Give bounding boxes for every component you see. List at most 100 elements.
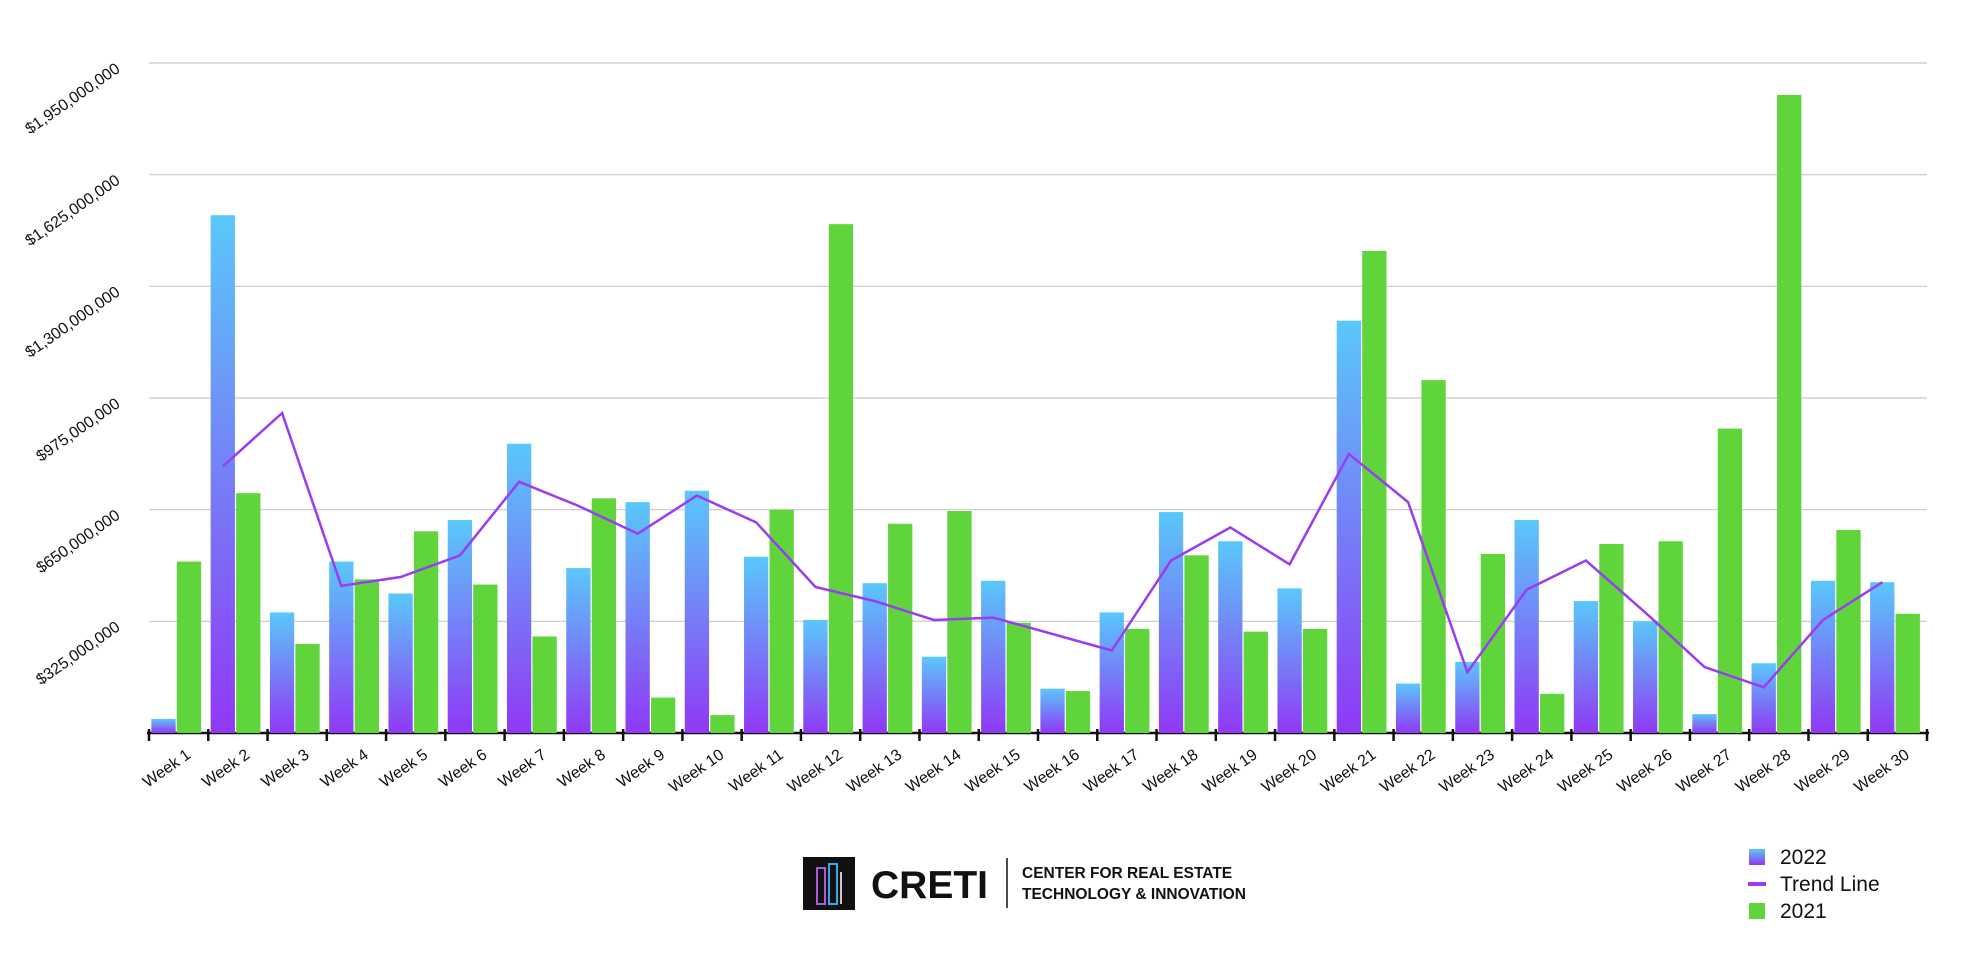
y-tick-label: $650,000,000 xyxy=(33,507,123,577)
bar xyxy=(236,493,261,733)
bar xyxy=(295,644,320,733)
x-tick-label: Week 3 xyxy=(259,746,313,791)
bar xyxy=(1243,631,1268,733)
y-tick-label: $975,000,000 xyxy=(33,395,123,465)
bar xyxy=(1514,519,1539,733)
x-tick-label: Week 6 xyxy=(436,746,490,791)
x-tick-label: Week 25 xyxy=(1555,746,1616,796)
bar xyxy=(769,509,794,733)
x-tick-label: Week 30 xyxy=(1851,746,1912,796)
bar xyxy=(506,443,532,733)
bar xyxy=(1717,428,1743,733)
x-tick-label: Week 22 xyxy=(1377,746,1438,796)
x-tick-label: Week 13 xyxy=(844,746,905,796)
x-tick-label: Week 19 xyxy=(1200,746,1261,796)
logo-icon xyxy=(828,863,838,905)
bar xyxy=(862,583,887,733)
bar xyxy=(1870,582,1895,733)
bar xyxy=(151,718,176,733)
legend-swatch xyxy=(1749,849,1765,865)
bar xyxy=(625,502,650,733)
x-tick-label: Week 8 xyxy=(555,746,609,791)
bar xyxy=(566,568,591,733)
legend-swatch xyxy=(1749,903,1765,919)
logo-text: CENTER FOR REAL ESTATE xyxy=(1022,865,1232,882)
bar xyxy=(1395,683,1421,733)
bar xyxy=(1336,320,1362,733)
bar xyxy=(354,579,379,733)
bar xyxy=(1692,714,1717,733)
x-tick-label: Week 20 xyxy=(1259,746,1320,796)
bar xyxy=(1421,380,1446,733)
bar xyxy=(1633,621,1658,733)
bar xyxy=(803,619,828,733)
bar xyxy=(684,490,710,733)
logo: CRETI CENTER FOR REAL ESTATE TECHNOLOGY … xyxy=(803,857,1246,910)
bar xyxy=(210,215,235,733)
x-tick-label: Week 16 xyxy=(1022,746,1083,796)
bar xyxy=(1810,580,1836,733)
bar xyxy=(1099,612,1124,733)
x-tick-label: Week 28 xyxy=(1733,746,1794,796)
legend-label: 2022 xyxy=(1780,846,1827,869)
bar xyxy=(947,511,972,733)
bar xyxy=(888,523,913,733)
bar xyxy=(591,498,617,733)
x-tick-label: Week 24 xyxy=(1496,746,1557,796)
bar xyxy=(1751,663,1776,733)
bar xyxy=(1302,628,1328,733)
x-tick-label: Week 4 xyxy=(318,746,372,791)
bar xyxy=(1480,553,1506,733)
trend-line xyxy=(221,410,1883,689)
bar xyxy=(329,561,354,733)
legend-label: Trend Line xyxy=(1780,873,1880,896)
logo-text: TECHNOLOGY & INNOVATION xyxy=(1022,886,1246,903)
x-tick-label: Week 9 xyxy=(614,746,668,791)
x-tick-label: Week 14 xyxy=(903,746,964,796)
x-tick-label: Week 2 xyxy=(199,746,253,791)
x-tick-label: Week 5 xyxy=(377,746,431,791)
bar xyxy=(1836,529,1861,733)
bar xyxy=(921,656,947,733)
bar xyxy=(447,519,473,733)
bar xyxy=(388,593,413,733)
bar xyxy=(1539,693,1565,733)
bar xyxy=(981,580,1006,733)
x-tick-label: Week 1 xyxy=(140,746,194,791)
bar xyxy=(176,561,202,733)
bar xyxy=(1125,628,1150,733)
bar xyxy=(413,531,439,733)
bar xyxy=(1895,613,1920,733)
bar xyxy=(532,636,557,733)
logo-name: CRETI xyxy=(871,864,988,907)
x-tick-label: Week 27 xyxy=(1674,746,1735,796)
bar xyxy=(828,224,854,733)
logo-icon xyxy=(816,867,826,905)
bar xyxy=(1277,588,1302,733)
bar xyxy=(473,584,498,733)
bar xyxy=(1184,555,1209,733)
bar xyxy=(710,715,735,733)
x-tick-label: Week 12 xyxy=(785,746,846,796)
x-tick-label: Week 10 xyxy=(666,746,727,796)
bar xyxy=(1065,691,1091,733)
x-tick-label: Week 7 xyxy=(496,746,550,791)
bar xyxy=(1218,541,1243,733)
y-tick-label: $1,950,000,000 xyxy=(22,60,123,138)
bar xyxy=(1006,622,1031,733)
legend-label: 2021 xyxy=(1780,900,1827,923)
x-tick-label: Week 21 xyxy=(1318,746,1379,796)
x-tick-label: Week 15 xyxy=(962,746,1023,796)
bar xyxy=(1158,512,1184,733)
bar xyxy=(1362,250,1387,733)
x-tick-label: Week 23 xyxy=(1437,746,1498,796)
x-tick-label: Week 11 xyxy=(726,746,786,795)
bar xyxy=(1573,601,1599,733)
bar xyxy=(744,556,769,733)
x-tick-label: Week 26 xyxy=(1614,746,1675,796)
y-tick-label: $1,625,000,000 xyxy=(22,172,123,250)
x-tick-label: Week 18 xyxy=(1140,746,1201,796)
bar xyxy=(1777,94,1802,733)
bar xyxy=(1599,544,1624,733)
